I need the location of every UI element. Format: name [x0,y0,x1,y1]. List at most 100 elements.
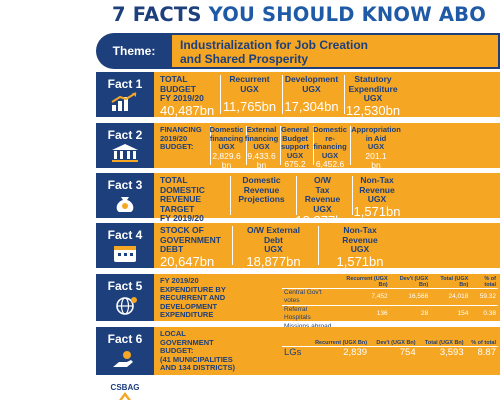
theme-row: Theme: Industrialization for Job Creatio… [96,33,500,69]
table-header-cell: Total (UGX Bn) [440,276,469,288]
cell-value-line: bn [256,159,267,170]
cell-label: O/W Tax Revenue UGX [297,175,348,214]
cell-label-line: 2019/20 [160,133,188,143]
table-header-cell: Total (UGX Bn) [424,340,464,346]
cell-label-line: Domestic [209,125,244,134]
fact-1-cell: TOTAL BUDGET FY 2019/20 40,487bn [160,74,214,117]
cell-value: 2,829.6 bn [212,150,241,170]
table-cell: 3,593 [417,346,466,359]
cell-label: Domestic financing UGX [209,125,244,152]
title-highlight: 7 FACTS [112,3,202,26]
cell-label: Non-Tax Revenue UGX [342,225,377,255]
cell-label-line: financing [244,133,279,143]
table-cell: 0.46 [470,322,498,331]
cell-label-line: support [281,142,309,151]
cell-label: O/W External Debt UGX [247,225,300,255]
cell-value-line: 2,829.6 [212,150,241,161]
fact-body: FINANCING 2019/20 BUDGET: Domestic financing… [154,123,500,178]
fact-2-cell: External financing UGX 9,433.6 bn [244,125,279,169]
table-cell: 154 [430,305,471,323]
cell-label-line: Revenue [359,184,395,195]
fact-4-cell: Non-Tax Revenue UGX 1,571bn [318,225,401,268]
hand-coin-icon [113,351,133,367]
cell-label-line: UGX [240,83,259,94]
cell-label-line: Expenditure [348,83,398,94]
heading-line: RECURRENT AND [160,293,226,302]
fact-row-6: Fact 6 LOCAL GOVERNMENT BUDGET: (41 MUNICIPA… [96,327,500,375]
cell-label-line: O/W [314,175,331,185]
table-cell: 7,452 [337,288,390,306]
bank-building-icon [112,144,138,162]
fact-body: STOCK OF GOVERNMENT DEBT 20,647bn O/W Extern… [154,223,500,268]
cell-label-line: UGX [313,203,332,214]
fact-tag: Fact 6 [96,327,154,375]
fact-label: Fact 5 [107,279,143,293]
cell-label-line: UGX [253,142,270,151]
fact-4-cell: O/W External Debt UGX 18,877bn [232,225,314,268]
cell-label-line: TOTAL [160,74,188,84]
cell-value-line: bn [221,159,232,170]
fact-6-table: Recurrent (UGX Bn) Dev't (UGX Bn) Total (U… [282,340,498,359]
table-cell: 16,566 [389,288,431,306]
heading-line: GOVERNMENT [160,337,214,347]
table-cell: Central Gov't votes [282,288,338,306]
cell-label: Appropriation in Aid UGX [351,125,401,152]
cell-label: Development UGX [284,74,339,94]
cell-label-line: Revenue [243,184,280,195]
cell-label-line: BUDGET: [160,142,194,151]
cell-label: Recurrent UGX [229,74,270,94]
cell-value: 11,765bn [222,99,277,114]
table-cell: 24,018 [430,288,471,306]
fact-row-1: Fact 1 TOTAL BUDGET FY 2019/20 40,487bn Recur… [96,72,500,117]
cell-label: General Budget support UGX [281,125,309,160]
cell-label-line: Debt [264,234,283,245]
fact-1-cell: Recurrent UGX 11,765bn [220,74,278,114]
cell-label-line: Development [284,74,339,84]
table-header-cell: Recurrent (UGX Bn) [315,340,368,346]
table-cell: 8.87 [465,346,498,359]
fact-1-cell: Development UGX 17,304bn [282,74,340,114]
fact-label: Fact 1 [107,77,143,91]
table-cell: 185 [430,322,471,331]
cell-label-line: GOVERNMENT [160,234,221,245]
fact-row-4: Fact 4 STOCK OF GOVERNMENT DEBT 20,647bn O/W … [96,223,500,268]
theme-line-1: Industrialization for Job Creation [180,38,369,52]
cell-label-line: External [246,125,277,134]
fact-label: Fact 6 [107,332,143,346]
money-bag-icon [116,197,134,212]
cell-label-line: REVENUE TARGET [160,194,202,214]
cell-value-line: 6,452.6 [315,159,345,169]
table-cell: 0.38 [470,305,498,323]
cell-label-line: UGX [367,194,387,204]
heading-line: AND 134 DISTRICTS) [160,363,236,372]
fact-3-cell: Domestic Revenue Projections [230,175,292,215]
fact-tag: Fact 2 [96,123,154,168]
growth-chart-icon [111,92,137,111]
fact-body: TOTAL BUDGET FY 2019/20 40,487bn Recurrent UG… [154,72,500,117]
cell-label: Domestic Revenue Projections [238,175,284,205]
cell-value: 1,571bn [336,253,384,269]
fact-body: FY 2019/20 EXPENDITURE BY RECURRENT AND DEV… [154,274,500,331]
cell-label-line: Domestic [313,125,347,134]
table-cell: LGs [282,346,307,359]
cell-label: Statutory Expenditure UGX [348,74,398,104]
cell-label-line: UGX [302,83,321,94]
fact-label: Fact 4 [107,228,143,242]
cell-label-line: TOTAL DOMESTIC [160,175,205,195]
cell-label: External financing UGX [244,125,279,152]
table-row: Missions abroad168171850.46 [282,322,498,331]
cell-label: Domestic re-financing UGX [313,125,347,160]
calendar-icon [114,246,136,262]
cell-label-line: Appropriation [351,125,401,134]
fact-label: Fact 2 [107,128,143,142]
theme-box: Industrialization for Job Creation and S… [172,33,500,69]
table-header-cell: Dev't (UGX Bn) [376,340,416,346]
fact-6-heading: LOCAL GOVERNMENT BUDGET: (41 MUNICIPALITIES… [160,329,280,373]
cell-label-line: Tax Revenue [304,184,341,204]
table-cell: 28 [389,305,431,323]
fact-1-cell: Statutory Expenditure UGX 12,530bn [344,74,401,117]
cell-value: 9,433.6 bn [247,151,275,170]
cell-label-line: Recurrent [229,74,270,84]
table-header-cell: Recurrent (UGX Bn) [346,276,388,288]
cell-label: TOTAL BUDGET FY 2019/20 [160,74,204,104]
